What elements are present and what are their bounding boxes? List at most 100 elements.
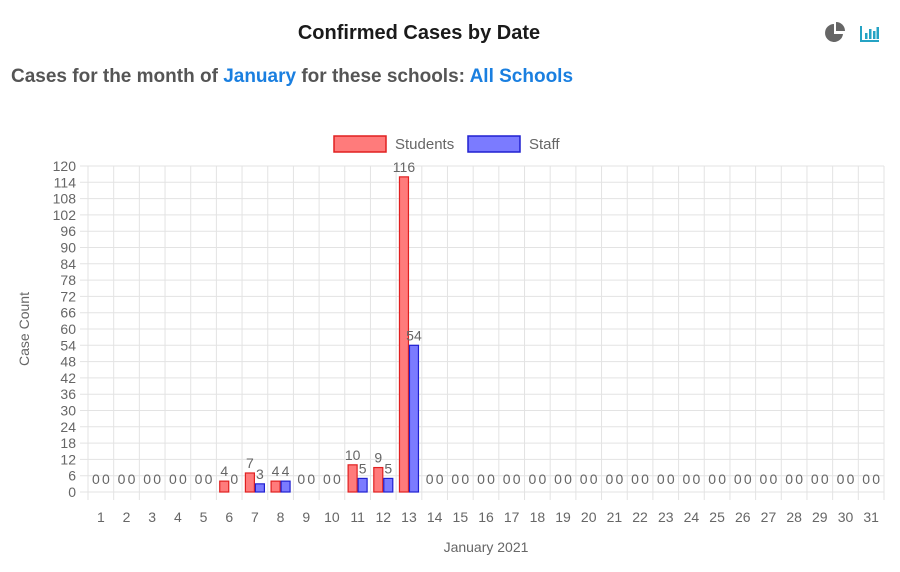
- x-tick-label: 17: [504, 509, 520, 525]
- x-tick-label: 31: [863, 509, 879, 525]
- x-tick-label: 29: [812, 509, 828, 525]
- data-label-students: 0: [760, 471, 768, 487]
- data-label-staff: 54: [406, 327, 422, 343]
- x-tick-label: 5: [200, 509, 208, 525]
- data-label-students: 10: [345, 447, 361, 463]
- x-tick-label: 9: [302, 509, 310, 525]
- data-label-students: 0: [708, 471, 716, 487]
- month-selector[interactable]: January: [223, 66, 297, 87]
- data-label-staff: 5: [384, 460, 392, 476]
- data-label-staff: 4: [282, 463, 290, 479]
- legend-label-students: Students: [395, 136, 454, 153]
- data-label-staff: 0: [153, 471, 161, 487]
- data-label-students: 0: [554, 471, 562, 487]
- x-tick-label: 7: [251, 509, 259, 525]
- legend-swatch-students: [333, 135, 387, 153]
- data-label-staff: 0: [102, 471, 110, 487]
- x-tick-label: 22: [632, 509, 648, 525]
- y-tick-label: 18: [60, 435, 76, 451]
- bar-staff: [383, 477, 394, 493]
- data-label-students: 0: [580, 471, 588, 487]
- data-label-students: 0: [785, 471, 793, 487]
- y-tick-label: 24: [60, 419, 76, 435]
- y-tick-label: 36: [60, 386, 76, 402]
- x-tick-label: 4: [174, 509, 182, 525]
- y-tick-label: 6: [68, 468, 76, 484]
- data-label-students: 0: [143, 471, 151, 487]
- y-tick-label: 0: [68, 484, 76, 500]
- bar-students: [373, 466, 384, 493]
- data-label-staff: 0: [205, 471, 213, 487]
- bar-staff: [408, 344, 420, 493]
- x-tick-label: 3: [148, 509, 156, 525]
- bar-staff: [254, 483, 266, 493]
- x-tick-label: 24: [684, 509, 700, 525]
- x-tick-label: 25: [709, 509, 725, 525]
- y-tick-label: 102: [53, 207, 77, 223]
- y-tick-label: 66: [60, 305, 76, 321]
- data-label-staff: 0: [641, 471, 649, 487]
- bar-students: [219, 480, 230, 493]
- x-axis-title: January 2021: [444, 539, 529, 555]
- chart-type-switcher: [824, 22, 880, 44]
- data-label-students: 116: [393, 159, 416, 175]
- bar-students: [270, 480, 281, 493]
- data-label-students: 0: [477, 471, 485, 487]
- x-tick-label: 12: [376, 509, 392, 525]
- x-tick-label: 10: [324, 509, 340, 525]
- x-tick-label: 1: [97, 509, 105, 525]
- school-selector[interactable]: All Schools: [469, 66, 574, 87]
- data-label-students: 0: [683, 471, 691, 487]
- data-label-students: 0: [195, 471, 203, 487]
- y-tick-label: 54: [60, 337, 76, 353]
- x-tick-label: 14: [427, 509, 443, 525]
- y-tick-label: 96: [60, 223, 76, 239]
- data-label-staff: 0: [128, 471, 136, 487]
- bar-students: [398, 176, 410, 493]
- data-label-students: 0: [631, 471, 639, 487]
- pie-chart-icon[interactable]: [824, 22, 846, 44]
- data-label-staff: 0: [744, 471, 752, 487]
- data-label-students: 7: [246, 455, 254, 471]
- data-label-students: 9: [374, 450, 382, 466]
- y-tick-label: 60: [60, 321, 76, 337]
- x-tick-label: 20: [581, 509, 597, 525]
- y-tick-label: 48: [60, 354, 76, 370]
- data-label-staff: 0: [667, 471, 675, 487]
- data-label-staff: 0: [461, 471, 469, 487]
- y-tick-label: 90: [60, 240, 76, 256]
- x-tick-label: 16: [478, 509, 494, 525]
- bar-chart: 0612182430364248546066727884909610210811…: [16, 135, 885, 555]
- x-tick-label: 18: [530, 509, 546, 525]
- data-label-staff: 0: [718, 471, 726, 487]
- data-label-students: 0: [605, 471, 613, 487]
- bar-staff: [357, 477, 368, 493]
- data-label-students: 0: [92, 471, 100, 487]
- y-axis-title: Case Count: [16, 292, 32, 366]
- data-label-students: 0: [297, 471, 305, 487]
- y-tick-label: 114: [54, 174, 77, 190]
- y-tick-label: 78: [60, 272, 76, 288]
- subtitle-prefix: Cases for the month of: [11, 66, 224, 87]
- data-label-students: 0: [528, 471, 536, 487]
- x-tick-label: 26: [735, 509, 751, 525]
- data-label-students: 0: [734, 471, 742, 487]
- data-label-staff: 0: [487, 471, 495, 487]
- x-tick-label: 21: [607, 509, 623, 525]
- data-label-staff: 0: [333, 471, 341, 487]
- y-tick-label: 72: [60, 288, 76, 304]
- data-label-students: 4: [272, 463, 280, 479]
- bar-chart-icon[interactable]: [858, 22, 880, 44]
- x-tick-label: 8: [277, 509, 285, 525]
- data-label-students: 4: [220, 463, 228, 479]
- y-tick-label: 12: [60, 451, 76, 467]
- data-label-students: 0: [862, 471, 870, 487]
- bar-staff: [280, 480, 291, 493]
- y-tick-label: 84: [60, 256, 76, 272]
- data-label-students: 0: [426, 471, 434, 487]
- x-tick-label: 28: [786, 509, 802, 525]
- data-label-staff: 0: [821, 471, 829, 487]
- data-label-students: 0: [118, 471, 126, 487]
- data-label-staff: 0: [795, 471, 803, 487]
- data-label-students: 0: [811, 471, 819, 487]
